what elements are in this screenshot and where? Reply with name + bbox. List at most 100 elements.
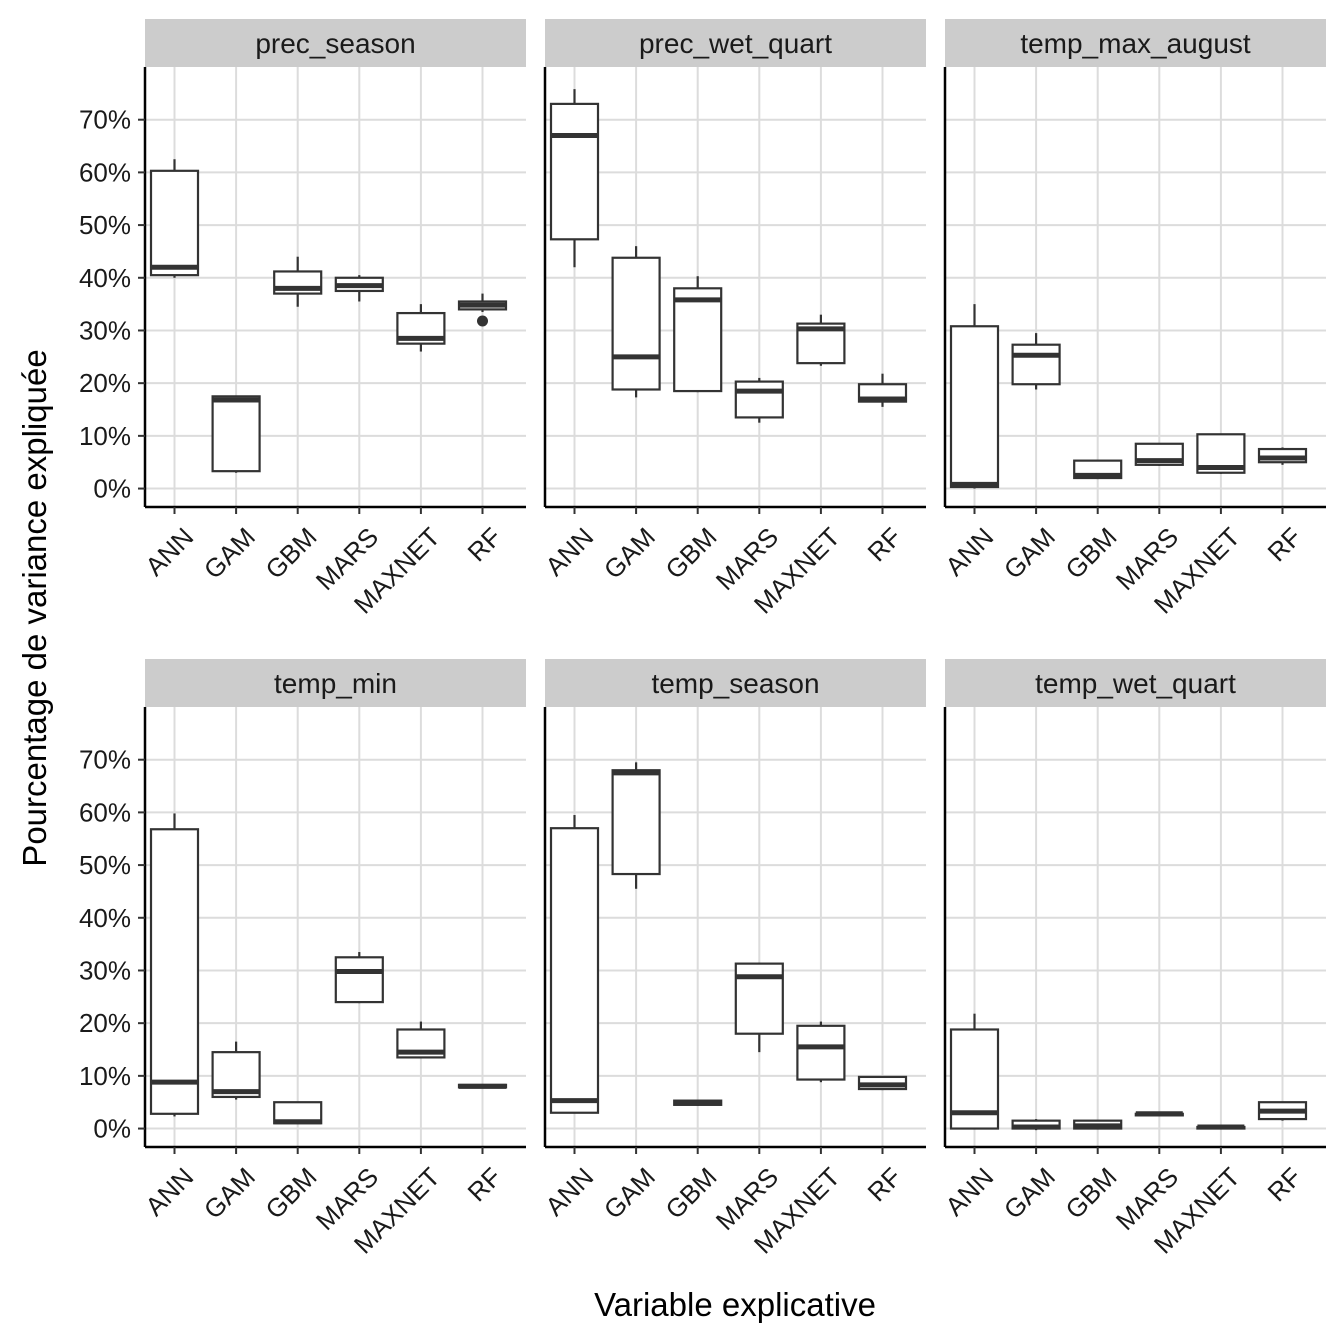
box-iqr [611, 769, 661, 876]
box-RF [1257, 447, 1308, 465]
x-tick-label: ANN [539, 1162, 599, 1222]
box-iqr [796, 1024, 846, 1081]
x-tick-label: GAM [598, 522, 661, 585]
box-iqr [1011, 343, 1061, 386]
y-tick-label: 60% [79, 797, 131, 827]
box-iqr [149, 828, 200, 1115]
box-RF [857, 373, 908, 407]
x-tick-label: ANN [139, 522, 199, 582]
box-ANN [149, 813, 200, 1117]
y-tick-label: 30% [79, 955, 131, 985]
box-MARS [334, 275, 384, 302]
y-tick-label: 0% [93, 1114, 131, 1144]
y-tick-label: 20% [79, 1008, 131, 1038]
box-GBM [273, 256, 323, 307]
box-GAM [1011, 333, 1061, 390]
box-GBM [273, 1101, 323, 1125]
facet-panel-prec_season: prec_season 0% 10% 20% 30% 40% 50% 60% 70% ANNGAM… [79, 19, 526, 619]
y-tick-label: 10% [79, 421, 131, 451]
facet-title: prec_wet_quart [639, 28, 832, 59]
box-MAXNET [796, 314, 846, 366]
box-MAXNET [1196, 433, 1246, 474]
box-iqr [949, 325, 1000, 489]
box-GBM [1073, 459, 1123, 480]
y-axis-title: Pourcentage de variance expliquée [16, 349, 53, 866]
box-GBM [1073, 1119, 1123, 1130]
facet-strip [145, 659, 526, 707]
x-tick-label: RF [1262, 1162, 1308, 1208]
facet-title: temp_season [651, 668, 819, 699]
x-tick-label: GAM [998, 522, 1061, 585]
box-MARS [334, 952, 384, 1004]
box-iqr [211, 395, 261, 473]
box-MARS [734, 377, 784, 423]
facet-strip [945, 19, 1326, 67]
facet-title: temp_max_august [1020, 28, 1251, 59]
box-ANN [549, 89, 600, 268]
box-ANN [549, 815, 600, 1114]
box-GAM [1011, 1119, 1061, 1131]
y-tick-label: 40% [79, 263, 131, 293]
box-RF [457, 293, 508, 327]
y-tick-label: 30% [79, 315, 131, 345]
box-iqr [611, 256, 661, 391]
y-tick-label: 50% [79, 210, 131, 240]
facet-title: temp_min [274, 668, 397, 699]
box-ANN [949, 1013, 1000, 1130]
y-tick-label: 40% [79, 903, 131, 933]
y-tick-label: 70% [79, 105, 131, 135]
box-MAXNET [396, 304, 446, 352]
outlier-point [477, 315, 488, 327]
x-tick-label: RF [462, 522, 508, 568]
box-MAXNET [796, 1021, 846, 1083]
y-tick-label: 0% [93, 474, 131, 504]
box-RF [857, 1075, 908, 1091]
x-tick-label: RF [862, 1162, 908, 1208]
box-ANN [149, 159, 200, 278]
facet-title: prec_season [255, 28, 415, 59]
facet-panels: prec_season0%10%20%30%40%50%60%70%ANNGAM… [79, 19, 1326, 1259]
box-MARS [1134, 442, 1184, 466]
facet-title: temp_wet_quart [1035, 668, 1236, 699]
box-MARS [734, 962, 784, 1053]
box-MAXNET [396, 1021, 446, 1059]
x-tick-label: ANN [139, 1162, 199, 1222]
x-tick-label: GAM [998, 1162, 1061, 1225]
facet-panel-temp_min: temp_min0%10%20%30%40%50%60%70%ANNGAMGBM… [79, 659, 526, 1259]
x-tick-label: RF [1262, 522, 1308, 568]
x-tick-label: GAM [198, 1162, 261, 1225]
box-MARS [1134, 1111, 1184, 1117]
x-axis-title: Variable explicative [594, 1286, 876, 1323]
box-GAM [611, 762, 661, 889]
box-iqr [734, 380, 784, 419]
box-GAM [211, 1041, 261, 1100]
box-iqr [549, 827, 600, 1114]
box-GBM [673, 276, 723, 393]
x-tick-label: ANN [539, 522, 599, 582]
box-MAXNET [1196, 1124, 1246, 1130]
facet-strip [145, 19, 526, 67]
box-GAM [211, 395, 261, 473]
y-tick-label: 60% [79, 157, 131, 187]
x-tick-label: GAM [198, 522, 261, 585]
box-ANN [949, 304, 1000, 489]
x-tick-label: ANN [939, 522, 999, 582]
y-tick-label: 10% [79, 1061, 131, 1091]
facet-strip [945, 659, 1326, 707]
box-iqr [549, 102, 600, 241]
y-tick-label: 70% [79, 745, 131, 775]
box-iqr [673, 287, 723, 393]
x-tick-label: RF [462, 1162, 508, 1208]
y-tick-label: 50% [79, 850, 131, 880]
box-iqr [149, 169, 200, 277]
box-iqr [734, 962, 784, 1035]
facet-strip [545, 19, 926, 67]
x-tick-label: ANN [939, 1162, 999, 1222]
x-tick-label: GAM [598, 1162, 661, 1225]
box-iqr [334, 956, 384, 1004]
